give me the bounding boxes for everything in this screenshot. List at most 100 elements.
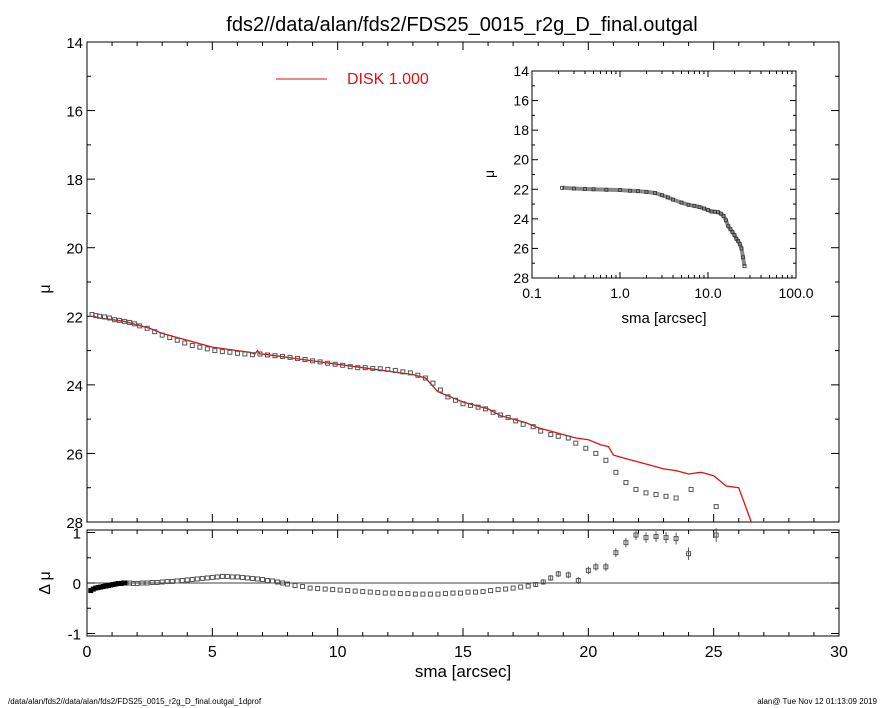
main-y-tick-label: 24 <box>66 378 83 395</box>
main-data-point <box>505 414 511 420</box>
main-data-point <box>287 354 293 360</box>
residual-y-axis-label: Δ μ <box>37 571 54 594</box>
inset-data-point <box>742 264 747 269</box>
residual-data-point <box>307 585 313 591</box>
inset-y-tick-label: 18 <box>513 122 529 138</box>
main-data-point <box>174 337 180 343</box>
main-data-point <box>295 355 301 361</box>
main-data-point <box>227 349 233 355</box>
main-data-point <box>182 340 188 346</box>
residual-data-point <box>412 591 418 597</box>
main-data-point <box>137 323 143 329</box>
residual-data-point <box>565 572 571 578</box>
main-data-point <box>392 367 398 373</box>
main-axes: 14 16 18 20 22 24 26 28 <box>66 35 840 532</box>
main-data-point <box>280 353 286 359</box>
main-data-point <box>583 445 589 451</box>
inset-y-tick-label: 22 <box>513 181 529 197</box>
inset-data-point <box>706 208 710 212</box>
residual-data-point <box>149 579 155 585</box>
residual-data-point <box>488 588 494 594</box>
residual-data-point <box>179 577 185 583</box>
main-data-point <box>555 433 561 439</box>
residual-data-point <box>585 567 591 573</box>
inset-y-tick-label: 20 <box>513 152 529 168</box>
residual-data-point <box>673 536 679 542</box>
inset-x-tick-label: 0.1 <box>522 285 542 301</box>
main-data-point <box>633 486 639 492</box>
main-legend: DISK 1.000 <box>276 71 429 88</box>
main-data-point <box>513 418 519 424</box>
residual-data-point <box>269 578 275 584</box>
residual-data-point <box>219 573 225 579</box>
residual-data-point <box>209 574 215 580</box>
residual-data-point <box>643 535 649 541</box>
residual-series-group <box>87 528 839 597</box>
main-data-point <box>593 450 599 456</box>
inset-y-tick-label: 16 <box>513 93 529 109</box>
residual-data-point <box>254 576 260 582</box>
residual-data-point <box>555 571 561 577</box>
residual-data-point <box>300 584 306 590</box>
inset-x-tick-label: 10.0 <box>694 285 721 301</box>
residual-data-point <box>234 574 240 580</box>
inset-plot-frame <box>531 70 797 279</box>
residual-data-point <box>480 589 486 595</box>
main-data-point <box>117 317 123 323</box>
inset-data-point <box>737 242 742 246</box>
residual-data-point <box>345 588 351 594</box>
residual-data-point <box>184 577 190 583</box>
residual-data-point <box>713 532 719 538</box>
main-data-point <box>673 495 679 501</box>
inset-data-point <box>697 205 702 209</box>
residual-data-point <box>292 583 298 589</box>
inset-y-tick-label: 26 <box>513 240 529 256</box>
residual-data-point <box>623 540 629 546</box>
main-data-point <box>197 344 203 350</box>
inset-data-point <box>653 191 657 195</box>
main-data-point <box>97 313 103 319</box>
main-data-point <box>623 480 629 486</box>
main-data-point <box>355 365 361 371</box>
main-data-point <box>107 315 113 321</box>
residual-data-point <box>315 586 321 592</box>
residual-data-point <box>322 586 328 592</box>
residual-data-point <box>204 575 210 581</box>
inset-data-point <box>726 224 731 229</box>
main-y-tick-label: 22 <box>66 309 83 326</box>
residual-data-point <box>525 583 531 589</box>
main-data-point <box>310 358 316 364</box>
residual-y-tick-label: 1 <box>73 526 81 543</box>
residual-data-point <box>540 579 546 585</box>
residual-x-tick-label: 0 <box>83 644 92 661</box>
inset-data-point <box>583 187 587 191</box>
inset-data-point <box>702 206 706 211</box>
inset-data-point <box>692 203 697 208</box>
main-y-tick-label: 18 <box>66 172 83 189</box>
main-data-point <box>234 350 240 356</box>
inset-panel: 14 16 18 20 22 24 26 280.1 1.0 10.0 100.0 μ sma [a… <box>481 63 814 327</box>
residual-data-point <box>154 579 160 585</box>
inset-y-tick-label: 28 <box>513 270 529 286</box>
inset-data-point <box>560 185 565 190</box>
inset-series-group <box>560 185 747 269</box>
residual-x-tick-label: 25 <box>705 644 723 661</box>
residual-data-point <box>465 589 471 595</box>
main-data-point <box>132 321 138 327</box>
residual-data-point <box>603 564 609 570</box>
main-data-point <box>122 318 128 324</box>
main-y-tick-label: 16 <box>66 104 83 121</box>
main-data-point <box>548 432 554 438</box>
residual-x-tick-label: 20 <box>579 644 597 661</box>
residual-x-tick-label: 10 <box>329 644 347 661</box>
main-data-point <box>189 342 195 348</box>
main-data-point <box>475 404 481 410</box>
main-data-point <box>437 387 443 393</box>
residual-data-point <box>229 574 235 580</box>
main-data-point <box>663 493 669 499</box>
main-data-point <box>483 406 489 412</box>
main-data-point <box>407 370 413 376</box>
residual-data-point <box>264 577 270 583</box>
